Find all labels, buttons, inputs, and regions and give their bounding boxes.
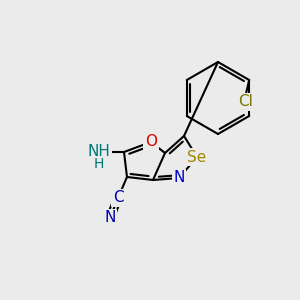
Text: C: C (113, 190, 123, 206)
Text: N: N (104, 211, 116, 226)
Text: Se: Se (188, 149, 207, 164)
Text: H: H (94, 157, 104, 171)
Text: O: O (145, 134, 157, 149)
Text: NH: NH (88, 145, 110, 160)
Text: Cl: Cl (238, 94, 253, 110)
Text: N: N (173, 170, 185, 185)
